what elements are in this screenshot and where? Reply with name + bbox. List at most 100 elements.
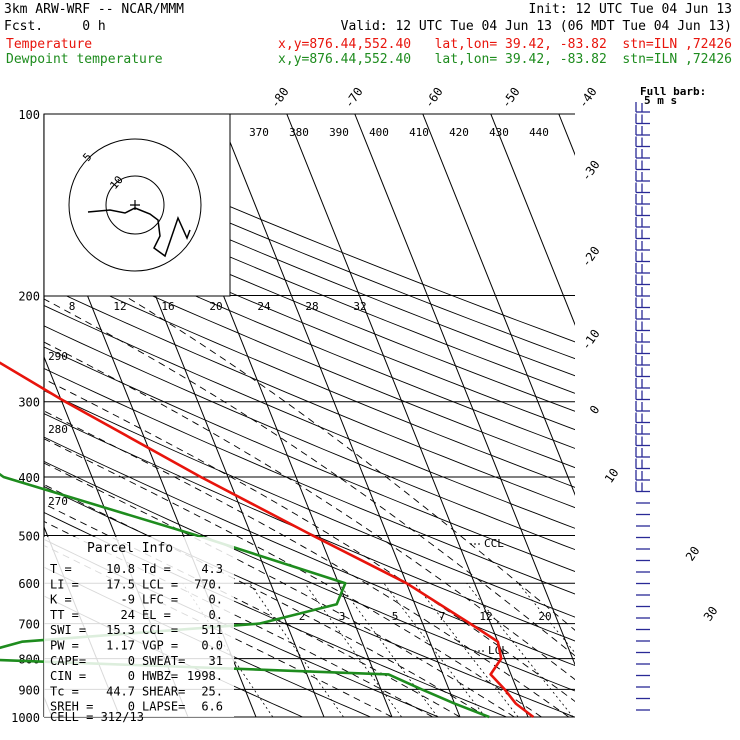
wind-barb-flag [635,125,643,135]
wind-barb-flag [635,297,643,308]
temperature-legend-label: Temperature [6,37,92,52]
theta-left-label: 280 [48,423,68,436]
parcel-info-value: 6.6 [201,700,223,714]
wind-barb-flag [635,332,643,342]
isotherm-line [354,114,575,666]
wind-barb-flag [635,251,643,262]
isotherm-line [218,114,461,717]
dry-adiabat [44,141,575,360]
hodograph-ring-inner [105,175,165,235]
parcel-info-key: LI = [50,577,79,591]
pressure-label: 300 [18,396,40,410]
pressure-label: 700 [18,618,40,632]
parcel-info-key: T = [50,562,72,576]
theta-label: 400 [369,126,389,139]
ccl-label: CCL [484,537,504,550]
wind-barb-flag [635,378,643,388]
forecast-hour: Fcst. 0 h [4,19,106,34]
wind-barb-flag [635,309,643,319]
pressure-label: 600 [18,577,40,591]
parcel-info-value: -9 [121,593,135,607]
parcel-info-value: 10.8 [106,562,135,576]
isotherm-line [490,114,575,326]
wind-barb-flag [635,458,643,469]
parcel-info-key: CCL = [142,623,178,637]
wind-barb-flag [635,401,643,411]
parcel-info-value: 0 [128,654,135,668]
mixing-ratio-line [466,582,574,717]
dry-adiabat [44,436,575,667]
dewpoint-legend-label: Dewpoint temperature [6,52,163,67]
dry-adiabat [44,265,575,488]
parcel-info-key: SREH = [50,700,93,714]
parcel-info-value: 25. [201,684,223,698]
theta-label: 390 [329,126,349,139]
wind-barbs [635,102,650,711]
dry-adiabat [44,228,575,449]
theta-left-label: 270 [48,495,68,508]
wind-barb-flag [635,182,643,193]
dewpoint-profile [0,472,490,719]
parcel-info-key: Td = [142,562,171,576]
wind-barb-flag [635,320,643,331]
wind-barb-flag [635,412,643,423]
wind-barb-flag [635,240,643,250]
isotherm-label: -30 [579,158,603,184]
parcel-info-key: LFC = [142,593,178,607]
wind-barb-flag [635,217,643,227]
model-title: 3km ARW-WRF -- NCAR/MMM [4,2,184,17]
parcel-info-value: 0.0 [201,639,223,653]
mixing-top-label: 20 [209,300,222,313]
dry-adiabat [44,390,575,618]
temperature-legend-info: x,y=876.44,552.40 lat,lon= 39.42, -83.82… [278,37,732,52]
parcel-info-value: 511 [201,623,223,637]
parcel-info-key: TT = [50,608,79,622]
full-barb-unit: 5 m s [644,94,677,107]
dry-adiabat [44,285,575,509]
parcel-info-key: HWBZ= [142,669,178,683]
parcel-info-key: CAPE= [50,654,86,668]
parcel-info-value: 44.7 [106,684,135,698]
pressure-label: 400 [18,471,40,485]
mixing-top-label: 28 [305,300,318,313]
wind-barb-flag [635,171,643,181]
parcel-info-key: LAPSE= [142,700,185,714]
mixing-top-label: 16 [161,300,174,313]
isotherm-label: -60 [422,85,446,111]
pressure-label: 1000 [11,711,40,725]
dewpoint-legend-info: x,y=876.44,552.40 lat,lon= 39.42, -83.82… [278,52,732,67]
pressure-label: 900 [18,683,40,697]
temperature-profile [0,361,535,719]
parcel-info-value: 1998. [187,669,223,683]
parcel-info-key: Tc = [50,684,79,698]
mixing-top-label: 32 [353,300,366,313]
theta-left-label: 290 [48,350,68,363]
parcel-info-key: CIN = [50,669,86,683]
dry-adiabat [44,566,371,717]
pressure-label: 100 [18,108,40,122]
mixing-top-label: 24 [257,300,271,313]
lcl-label: LCL [488,644,508,657]
moist-adiabat [44,503,461,717]
wind-barb-flag [635,389,643,400]
dry-adiabat [44,346,575,572]
wind-barb-flag [635,263,643,273]
full-barb-label: Full barb: [640,85,706,98]
isotherm-label: 20 [683,544,703,564]
wind-barb-flag [635,286,643,296]
parcel-info-key: SWI = [50,623,86,637]
isotherm-label: -10 [579,327,603,353]
theta-label: 380 [289,126,309,139]
parcel-info-key: K = [50,593,72,607]
dry-adiabat [44,175,575,394]
parcel-info-value: 31 [209,654,223,668]
mixing-ratio-line [249,582,344,717]
hodograph: 510 [43,113,231,297]
isotherm-line [422,114,575,496]
dry-adiabat [44,325,575,551]
parcel-info-cell: CELL = 312/13 [50,710,144,724]
parcel-info-value: 770. [194,577,223,591]
dry-adiabat [44,210,575,431]
isotherm-label: -70 [342,85,366,111]
parcel-info-value: 0 [128,700,135,714]
